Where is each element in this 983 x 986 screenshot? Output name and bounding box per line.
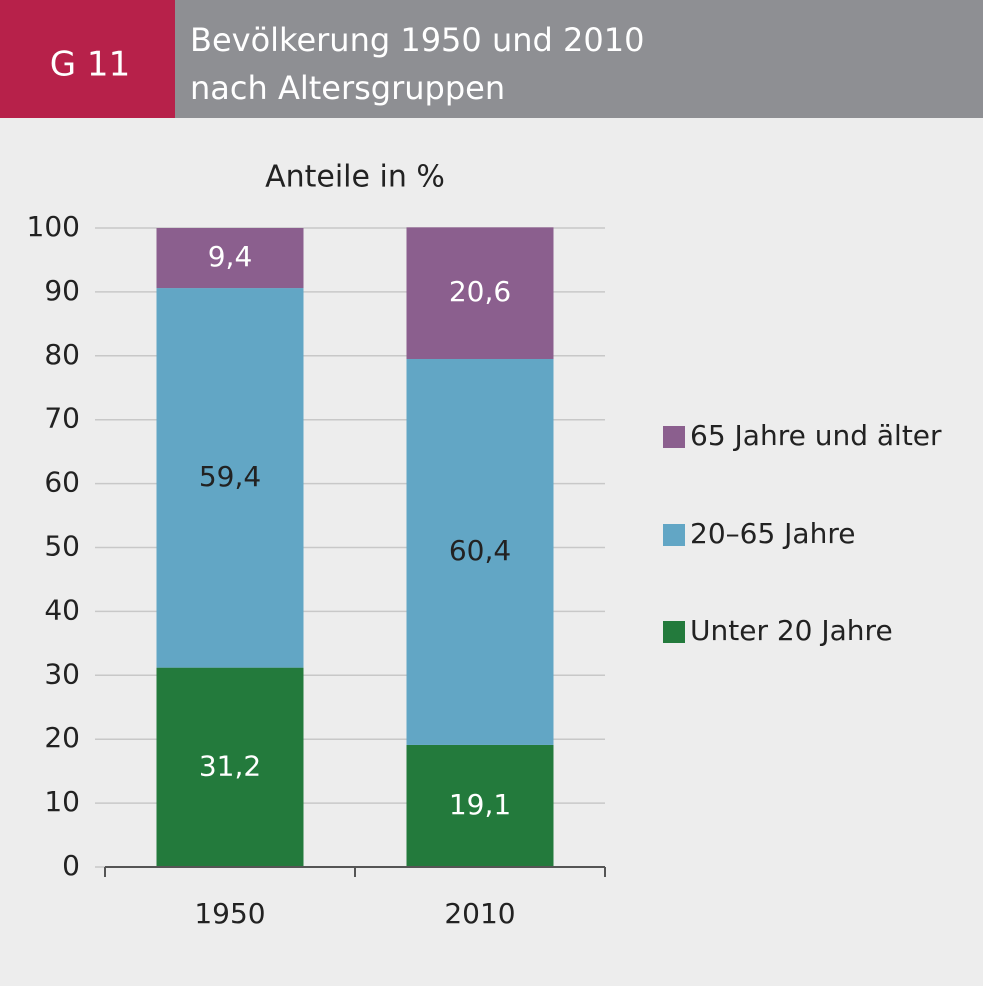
bar-segment [156,228,304,289]
value-label: 59,4 [199,460,261,493]
y-tick-label: 40 [44,593,80,626]
title-band [175,0,983,118]
label-box [0,0,175,118]
chart-subtitle: Anteile in % [265,160,445,195]
bar-segment [406,358,554,745]
legend-label: Unter 20 Jahre [690,614,893,647]
legend-label: 65 Jahre und älter [690,419,942,452]
y-tick-label: 10 [44,785,80,818]
y-tick-label: 60 [44,466,80,499]
chart-title: nach Altersgruppen [190,69,505,107]
y-tick-label: 30 [44,657,80,690]
bar-segment [156,667,304,867]
legend-swatch [663,621,685,643]
value-label: 60,4 [449,534,511,567]
y-tick-label: 70 [44,402,80,435]
y-tick-label: 100 [27,210,80,243]
bar-segment [406,227,554,359]
y-tick-label: 90 [44,274,80,307]
chart-label: G 11 [50,45,130,85]
legend-swatch [663,524,685,546]
value-label: 19,1 [449,788,511,821]
y-tick-label: 20 [44,721,80,754]
value-label: 31,2 [199,749,261,782]
y-tick-label: 50 [44,530,80,563]
bar-segment [406,744,554,867]
y-tick-label: 0 [62,849,80,882]
bar-segment [156,288,304,668]
x-tick-label: 1950 [194,897,265,930]
x-tick-label: 2010 [444,897,515,930]
value-label: 9,4 [208,240,253,273]
legend-label: 20–65 Jahre [690,517,855,550]
chart-title: Bevölkerung 1950 und 2010 [190,21,644,59]
y-tick-label: 80 [44,338,80,371]
value-label: 20,6 [449,275,511,308]
legend-swatch [663,426,685,448]
